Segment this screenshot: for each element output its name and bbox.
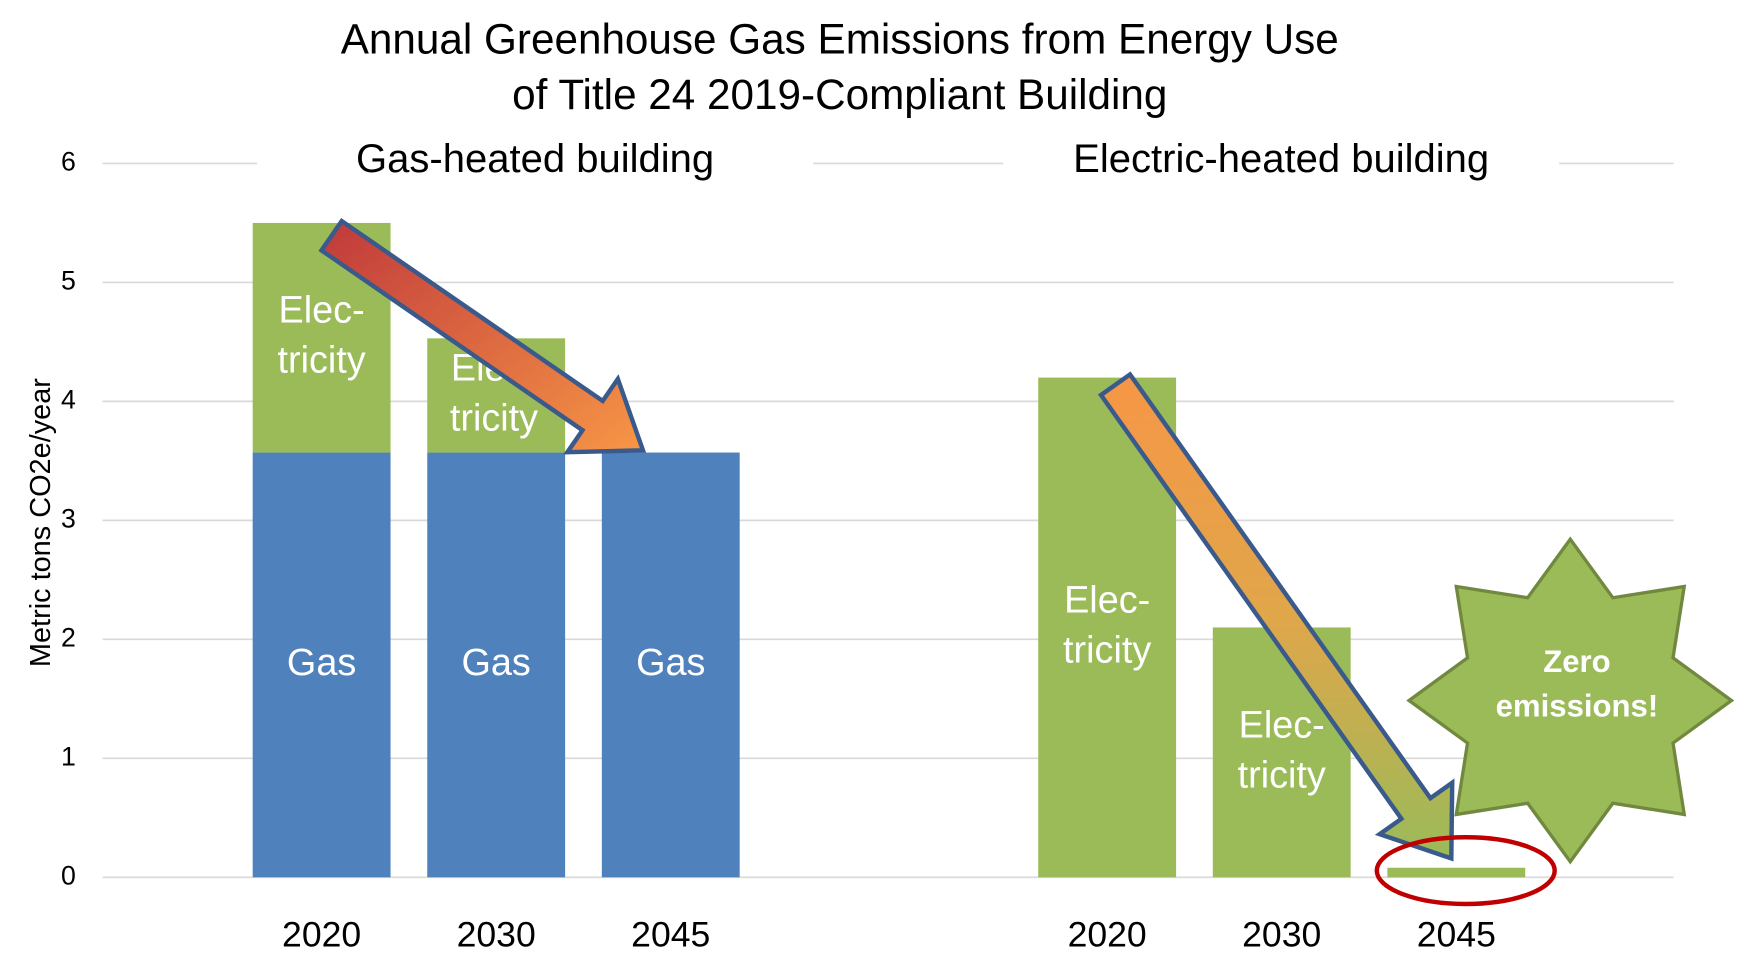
bar-label: Gas — [287, 642, 356, 684]
highlight-ellipse — [1374, 835, 1557, 907]
y-axis-label: Metric tons CO2e/year — [25, 378, 57, 667]
y-tick-label: 5 — [61, 265, 76, 295]
x-tick-label: 2030 — [457, 915, 536, 954]
arrow — [318, 217, 647, 455]
bar-label: Gas — [462, 642, 531, 684]
bar-label: tricity — [1238, 754, 1326, 796]
x-tick-label: 2020 — [282, 915, 361, 954]
x-tick-label: 2045 — [631, 915, 710, 954]
y-tick-label: 4 — [61, 384, 76, 414]
bar-segment — [252, 452, 391, 878]
group-label: Gas-heated building — [356, 137, 714, 181]
y-tick-label: 6 — [61, 146, 76, 176]
group-label: Electric-heated building — [1073, 137, 1489, 181]
star — [1406, 536, 1735, 865]
bar-label: Elec- — [1239, 704, 1325, 746]
bar-label: Gas — [636, 642, 705, 684]
y-tick-label: 3 — [61, 503, 76, 533]
chart-title: of Title 24 2019-Compliant Building — [512, 71, 1167, 118]
bar-label: tricity — [278, 340, 366, 382]
label-backing — [1003, 133, 1560, 190]
bar-label: Elec- — [1064, 579, 1150, 621]
annotation: Zero — [1543, 644, 1610, 679]
y-tick-label: 1 — [61, 741, 76, 771]
bar-segment — [1387, 867, 1526, 878]
y-tick-label: 2 — [61, 622, 76, 652]
chart-title: Annual Greenhouse Gas Emissions from Ene… — [341, 15, 1339, 62]
x-tick-label: 2030 — [1242, 915, 1321, 954]
bar-label: tricity — [1063, 629, 1151, 671]
bar-label: Elec- — [279, 290, 365, 332]
bar-label: tricity — [450, 397, 538, 439]
x-tick-label: 2045 — [1417, 915, 1496, 954]
annotation: emissions! — [1496, 688, 1659, 723]
bar-segment — [601, 452, 740, 878]
bar-segment — [427, 452, 566, 878]
arrow — [1097, 371, 1455, 862]
x-tick-label: 2020 — [1068, 915, 1147, 954]
y-tick-label: 0 — [61, 860, 76, 890]
label-backing — [257, 133, 814, 190]
